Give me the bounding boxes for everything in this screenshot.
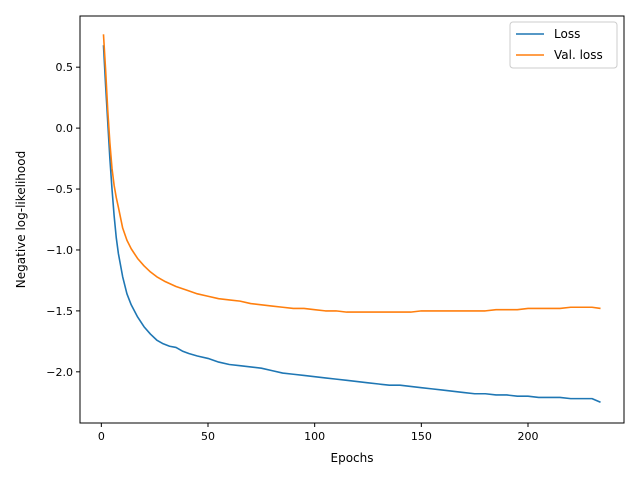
series-line-loss — [102, 45, 601, 404]
y-tick-label: 0.0 — [56, 122, 74, 135]
x-axis: 0 50 100 150 200 — [98, 423, 539, 443]
plot-frame — [79, 15, 625, 424]
x-tick-label: 150 — [411, 430, 432, 443]
y-tick-label: −1.0 — [46, 244, 73, 257]
legend: Loss Val. loss — [509, 21, 618, 69]
y-axis: 0.5 0.0 −0.5 −1.0 −1.5 −2.0 — [46, 61, 80, 379]
y-tick-label: −2.0 — [46, 366, 73, 379]
legend-label: Loss — [554, 27, 580, 41]
x-tick-label: 0 — [98, 430, 105, 443]
x-axis-label: Epochs — [331, 451, 374, 465]
y-tick-label: −0.5 — [46, 183, 73, 196]
x-tick-label: 100 — [304, 430, 325, 443]
y-tick-label: 0.5 — [56, 61, 74, 74]
legend-label: Val. loss — [554, 48, 603, 62]
series-layer — [102, 34, 601, 404]
y-tick-label: −1.5 — [46, 305, 73, 318]
y-axis-label: Negative log-likelihood — [14, 151, 28, 288]
x-tick-label: 200 — [518, 430, 539, 443]
x-tick-label: 50 — [201, 430, 215, 443]
series-line-val-loss — [102, 34, 601, 313]
plot-background — [80, 16, 624, 423]
